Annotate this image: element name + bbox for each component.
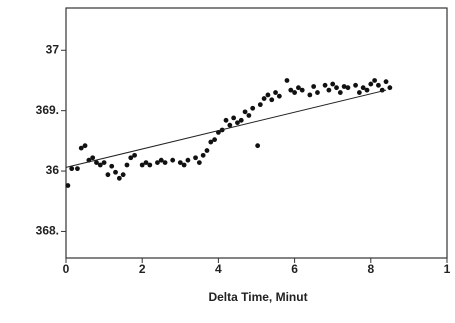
point: [139, 162, 145, 168]
point: [124, 162, 130, 168]
point: [90, 155, 96, 161]
point: [97, 162, 103, 168]
point: [116, 175, 122, 181]
point: [101, 160, 107, 165]
point: [238, 117, 244, 123]
point: [143, 160, 149, 165]
point: [235, 120, 240, 126]
point: [246, 113, 252, 118]
point: [105, 172, 111, 178]
point: [372, 78, 378, 83]
x-tick-label: 8: [367, 262, 374, 276]
point: [155, 160, 160, 165]
point: [255, 143, 261, 149]
point: [296, 85, 301, 91]
point: [185, 157, 191, 163]
y-tick-label: 37: [46, 42, 60, 56]
point: [94, 160, 99, 165]
point: [330, 81, 336, 87]
point: [177, 160, 183, 165]
point: [200, 152, 206, 158]
point: [322, 82, 328, 88]
point: [65, 183, 71, 188]
point: [326, 87, 332, 93]
point: [345, 85, 351, 91]
point: [204, 148, 210, 153]
point: [223, 117, 229, 123]
x-tick-label: 4: [215, 262, 222, 276]
x-tick-label: 1: [444, 262, 451, 276]
point: [257, 102, 263, 108]
point: [337, 90, 343, 95]
point: [113, 169, 118, 175]
point: [284, 78, 290, 83]
point: [120, 172, 126, 178]
point: [242, 109, 248, 115]
point: [82, 143, 88, 149]
point: [170, 157, 176, 163]
point: [158, 157, 164, 163]
point: [356, 90, 362, 95]
point: [109, 163, 115, 169]
trend-line: [65, 89, 387, 168]
point: [162, 160, 168, 165]
point: [212, 137, 217, 143]
point: [341, 84, 347, 89]
y-tick-label: 36: [46, 163, 60, 177]
point: [261, 96, 267, 101]
point: [231, 115, 237, 121]
point: [311, 84, 317, 89]
point: [269, 97, 275, 103]
point: [132, 152, 137, 158]
y-tick-label: 369.: [36, 103, 59, 117]
y-tick-label: 368.: [36, 224, 59, 238]
point: [288, 87, 294, 93]
plot-frame: [65, 7, 448, 259]
x-tick-label: 2: [139, 262, 146, 276]
point: [250, 105, 256, 111]
point: [147, 162, 153, 168]
point: [387, 85, 393, 91]
point: [353, 82, 358, 88]
point: [75, 166, 80, 172]
point: [128, 155, 134, 161]
point: [181, 162, 187, 168]
point: [69, 166, 75, 172]
point: [307, 92, 313, 98]
point: [292, 90, 297, 95]
point: [78, 145, 84, 151]
point: [196, 160, 202, 165]
point: [265, 92, 271, 98]
point: [368, 81, 374, 87]
x-tick-label: 6: [291, 262, 298, 276]
point: [376, 82, 381, 88]
point: [334, 85, 339, 91]
point: [360, 85, 366, 91]
point: [227, 122, 233, 128]
x-tick-label: 0: [63, 262, 70, 276]
point: [299, 87, 305, 93]
point: [193, 155, 198, 161]
point: [383, 79, 389, 85]
x-axis-label: Delta Time, Minut: [208, 290, 307, 304]
point: [276, 93, 282, 99]
point: [315, 90, 320, 95]
point: [364, 87, 370, 93]
point: [273, 90, 278, 95]
point: [208, 139, 214, 145]
